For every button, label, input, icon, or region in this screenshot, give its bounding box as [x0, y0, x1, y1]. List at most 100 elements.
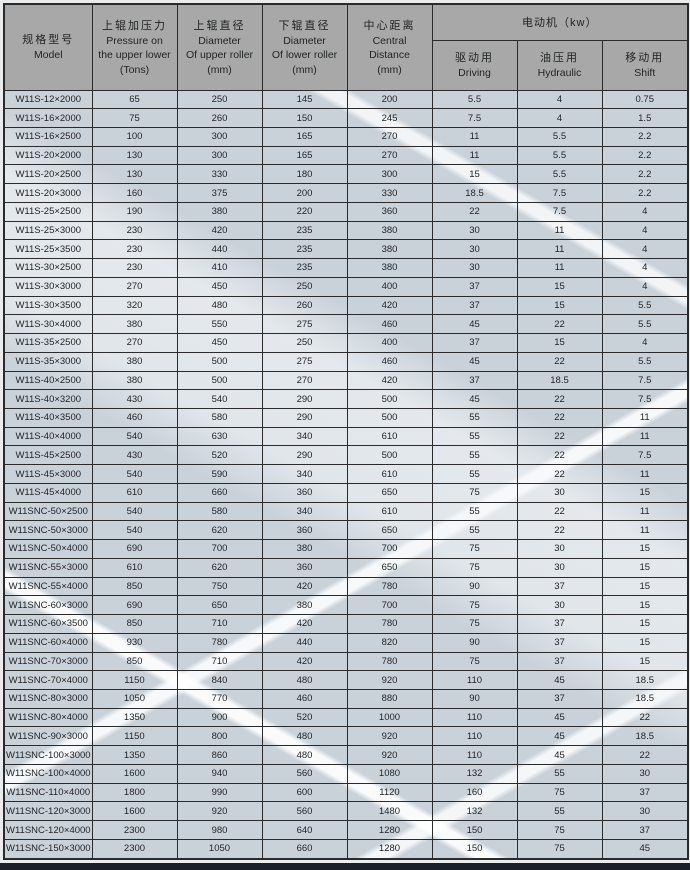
value-cell: 200	[261, 183, 348, 203]
value-cell: 250	[261, 276, 348, 297]
value-cell: 1150	[91, 670, 178, 690]
table-row: W11SNC-80×4000 1350 900 520 1000 110 45 22	[3, 707, 689, 728]
value-cell: 540	[91, 520, 178, 541]
col-header-hydraulic-en: Hydraulic	[537, 67, 582, 80]
col-header-lower-diameter-zh: 下辊直径	[278, 19, 331, 32]
table-row: W11SNC-60×4000 930 780 440 820 90 37 15	[3, 632, 689, 653]
value-cell: 360	[346, 201, 433, 222]
value-cell: 420	[346, 295, 433, 316]
table-row: W11SNC-50×2500 540 580 340 610 55 22 11	[3, 501, 689, 522]
value-cell: 200	[346, 89, 433, 110]
col-header-upper-diameter: 上辊直径 Diameter Of upper roller (mm)	[176, 3, 263, 91]
value-cell: 770	[176, 689, 263, 709]
value-cell: 45	[516, 670, 603, 690]
value-cell: 480	[261, 670, 348, 690]
value-cell: 930	[91, 632, 178, 653]
value-cell: 460	[261, 689, 348, 709]
value-cell: 5.5	[516, 145, 603, 166]
value-cell: 235	[261, 258, 348, 278]
value-cell: 650	[176, 595, 263, 616]
value-cell: 165	[261, 145, 348, 166]
value-cell: 55	[431, 445, 518, 466]
value-cell: 4	[601, 239, 689, 260]
model-cell: W11S-45×2500	[3, 445, 93, 466]
value-cell: 320	[91, 295, 178, 316]
value-cell: 11	[601, 501, 689, 522]
model-cell: W11SNC-50×4000	[3, 539, 93, 559]
value-cell: 2.2	[601, 164, 689, 185]
value-cell: 5.5	[601, 351, 689, 372]
table-row: W11SNC-100×3000 1350 860 480 920 110 45 22	[3, 745, 689, 765]
value-cell: 360	[261, 557, 348, 578]
value-cell: 650	[346, 482, 433, 503]
value-cell: 290	[261, 445, 348, 466]
value-cell: 75	[516, 820, 603, 840]
value-cell: 420	[261, 614, 348, 634]
value-cell: 15	[516, 276, 603, 297]
table-row: W11SNC-55×4000 850 750 420 780 90 37 15	[3, 576, 689, 597]
table-row: W11S-35×2500 270 450 250 400 37 15 4	[3, 333, 689, 353]
value-cell: 7.5	[516, 201, 603, 222]
value-cell: 850	[91, 651, 178, 672]
value-cell: 690	[91, 595, 178, 616]
table-row: W11S-40×3200 430 540 290 500 45 22 7.5	[3, 389, 689, 409]
spec-table-wrapper: 规格型号 Model 上辊加压力 Pressure on the upper l…	[3, 3, 690, 860]
value-cell: 11	[516, 220, 603, 241]
value-cell: 4	[601, 258, 689, 278]
value-cell: 37	[516, 632, 603, 653]
col-header-driving: 驱动用 Driving	[431, 39, 518, 91]
value-cell: 11	[601, 464, 689, 484]
value-cell: 132	[431, 763, 518, 784]
value-cell: 460	[346, 351, 433, 372]
value-cell: 4	[601, 220, 689, 241]
value-cell: 820	[346, 632, 433, 653]
value-cell: 4	[516, 108, 603, 128]
value-cell: 45	[516, 707, 603, 728]
table-row: W11S-20×2500 130 330 180 300 15 5.5 2.2	[3, 164, 689, 185]
value-cell: 37	[431, 370, 518, 391]
value-cell: 480	[176, 295, 263, 316]
value-cell: 55	[431, 426, 518, 447]
value-cell: 18.5	[431, 183, 518, 203]
col-header-pressure: 上辊加压力 Pressure on the upper lower (Tons)	[91, 3, 178, 91]
value-cell: 380	[346, 239, 433, 260]
value-cell: 330	[346, 183, 433, 203]
value-cell: 15	[516, 333, 603, 353]
value-cell: 45	[516, 745, 603, 765]
value-cell: 450	[176, 276, 263, 297]
col-header-central-distance-en3: (mm)	[377, 63, 402, 76]
value-cell: 22	[516, 464, 603, 484]
value-cell: 11	[516, 239, 603, 260]
value-cell: 420	[261, 576, 348, 597]
value-cell: 920	[346, 670, 433, 690]
value-cell: 11	[516, 258, 603, 278]
value-cell: 4	[601, 333, 689, 353]
value-cell: 30	[516, 557, 603, 578]
value-cell: 15	[601, 651, 689, 672]
col-header-model: 规格型号 Model	[3, 3, 93, 91]
value-cell: 420	[261, 651, 348, 672]
value-cell: 610	[346, 501, 433, 522]
value-cell: 15	[601, 614, 689, 634]
value-cell: 30	[516, 595, 603, 616]
value-cell: 300	[176, 145, 263, 166]
value-cell: 75	[431, 539, 518, 559]
col-header-central-distance-en2: Distance	[369, 49, 410, 62]
value-cell: 360	[261, 482, 348, 503]
value-cell: 630	[176, 426, 263, 447]
value-cell: 22	[516, 389, 603, 409]
model-cell: W11S-45×3000	[3, 464, 93, 484]
value-cell: 30	[601, 763, 689, 784]
value-cell: 410	[176, 258, 263, 278]
value-cell: 1050	[176, 838, 263, 860]
value-cell: 165	[261, 126, 348, 147]
value-cell: 145	[261, 89, 348, 110]
value-cell: 4	[516, 89, 603, 110]
value-cell: 380	[91, 351, 178, 372]
col-header-central-distance-zh: 中心距离	[363, 19, 416, 32]
value-cell: 75	[516, 782, 603, 803]
value-cell: 1280	[346, 838, 433, 860]
value-cell: 30	[516, 539, 603, 559]
value-cell: 1800	[91, 782, 178, 803]
value-cell: 11	[601, 426, 689, 447]
